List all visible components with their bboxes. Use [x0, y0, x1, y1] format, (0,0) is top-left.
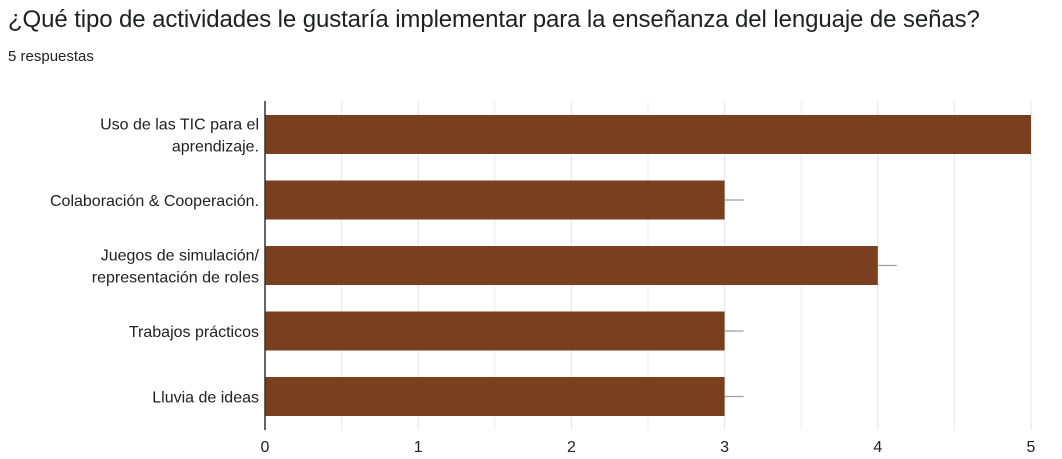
bar — [265, 115, 1031, 154]
category-label: Colaboración & Cooperación. — [50, 193, 259, 210]
bar — [265, 311, 725, 351]
category-label: Juegos de simulación/representación de r… — [92, 248, 260, 287]
x-tick-label: 5 — [1027, 439, 1036, 456]
category-label: Trabajos prácticos — [129, 324, 259, 341]
category-label: Uso de las TIC para el aprendizaje. — [100, 117, 259, 156]
bar — [265, 377, 725, 416]
x-tick-label: 3 — [720, 439, 729, 456]
category-labels: Uso de las TIC para el aprendizaje. Colabo… — [50, 117, 260, 407]
x-tick-label: 4 — [873, 439, 882, 456]
bar — [265, 180, 725, 220]
bars — [265, 115, 1031, 416]
response-count: 5 respuestas — [8, 48, 94, 65]
question-title: ¿Qué tipo de actividades le gustaría imp… — [8, 6, 980, 33]
bar — [265, 246, 878, 285]
x-axis-ticks: 0 1 2 3 4 5 — [261, 439, 1036, 456]
x-tick-label: 2 — [567, 439, 576, 456]
x-tick-label: 0 — [261, 439, 270, 456]
category-label: Lluvia de ideas — [152, 390, 259, 407]
x-tick-label: 1 — [414, 439, 423, 456]
